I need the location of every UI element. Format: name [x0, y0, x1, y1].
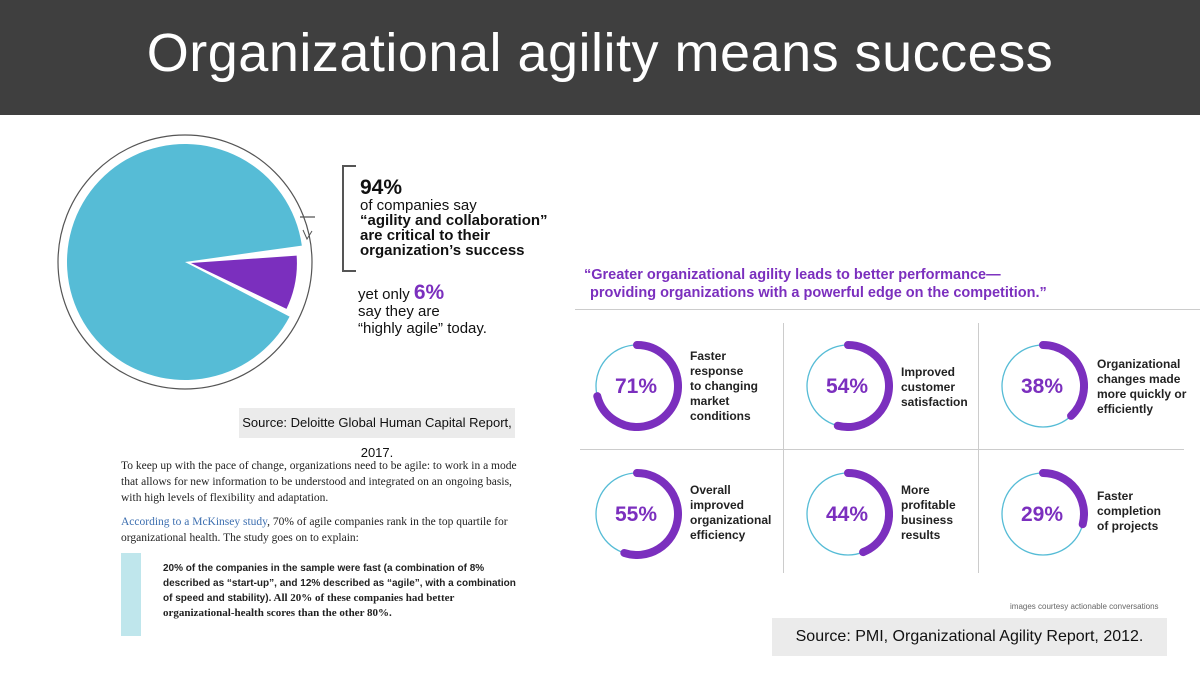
stat-cell-4: 55% Overall improved organizational effi…	[592, 469, 792, 589]
pie-pointer-arrow	[303, 230, 312, 239]
stat-label: Improved customer satisfaction	[901, 365, 1011, 410]
stat-label-line: conditions	[690, 409, 800, 424]
stat-label-line: efficiently	[1097, 402, 1200, 417]
stat-94-line4: organization’s success	[360, 243, 525, 259]
stat-value: 71%	[592, 375, 680, 399]
stat-cell-3: 38% Organizational changes made more qui…	[998, 341, 1198, 461]
stat-value: 55%	[592, 503, 680, 527]
stat-label: More profitable business results	[901, 483, 1011, 543]
stat-label-line: Faster	[1097, 489, 1200, 504]
stat-label-line: changes made	[1097, 372, 1200, 387]
stat-label: Organizational changes made more quickly…	[1097, 357, 1200, 417]
stat-label-line: business	[901, 513, 1011, 528]
source-pmi: Source: PMI, Organizational Agility Repo…	[772, 618, 1167, 656]
stat-label-line: to changing	[690, 379, 800, 394]
stat-label: Faster response to changing market condi…	[690, 349, 800, 424]
title-bar: Organizational agility means success	[0, 0, 1200, 115]
stat-cell-5: 44% More profitable business results	[803, 469, 1003, 589]
stat-6-line2: say they are	[358, 303, 440, 320]
stat-label-line: market	[690, 394, 800, 409]
image-credit: images courtesy actionable conversations	[1010, 602, 1159, 611]
article-paragraph-2: According to a McKinsey study, 70% of ag…	[121, 514, 521, 546]
stat-value: 44%	[803, 503, 891, 527]
stat-label-line: Organizational	[1097, 357, 1200, 372]
stat-6-value: 6%	[414, 281, 444, 304]
stat-6-text: yet only 6% say they are “highly agile” …	[358, 284, 518, 337]
stat-value: 38%	[998, 375, 1086, 399]
quote-bar	[121, 553, 141, 636]
stat-label-line: satisfaction	[901, 395, 1011, 410]
article-paragraph-1: To keep up with the pace of change, orga…	[121, 458, 521, 506]
stat-label-line: efficiency	[690, 528, 800, 543]
stat-label-line: profitable	[901, 498, 1011, 513]
stat-label-line: Faster	[690, 349, 800, 364]
divider-top	[575, 309, 1200, 310]
stat-label-line: more quickly or	[1097, 387, 1200, 402]
pmi-headline-line2: providing organizations with a powerful …	[584, 284, 1184, 302]
stat-label-line: completion	[1097, 504, 1200, 519]
stat-cell-2: 54% Improved customer satisfaction	[803, 341, 1003, 461]
stat-label-line: Overall	[690, 483, 800, 498]
stat-6-prefix: yet only	[358, 286, 410, 303]
mckinsey-link[interactable]: According to a McKinsey study	[121, 516, 267, 528]
stat-6-line3: “highly agile” today.	[358, 320, 487, 337]
stat-label-line: Improved	[901, 365, 1011, 380]
source-deloitte: Source: Deloitte Global Human Capital Re…	[239, 408, 515, 438]
pie-chart	[55, 132, 315, 392]
stat-label-line: response	[690, 364, 800, 379]
stat-label: Faster completion of projects	[1097, 489, 1200, 534]
blockquote: 20% of the companies in the sample were …	[163, 561, 523, 621]
stat-label-line: improved	[690, 498, 800, 513]
stat-label-line: results	[901, 528, 1011, 543]
stat-label-line: organizational	[690, 513, 800, 528]
callout-bracket	[342, 165, 356, 272]
stat-cell-1: 71% Faster response to changing market c…	[592, 341, 792, 461]
stat-value: 54%	[803, 375, 891, 399]
stat-label: Overall improved organizational efficien…	[690, 483, 800, 543]
slide-title: Organizational agility means success	[0, 22, 1200, 84]
stat-label-line: customer	[901, 380, 1011, 395]
pmi-headline-line1: “Greater organizational agility leads to…	[584, 266, 1184, 284]
stat-value: 29%	[998, 503, 1086, 527]
stat-cell-6: 29% Faster completion of projects	[998, 469, 1198, 589]
pmi-headline: “Greater organizational agility leads to…	[584, 266, 1184, 302]
stat-label-line: More	[901, 483, 1011, 498]
stat-label-line: of projects	[1097, 519, 1200, 534]
